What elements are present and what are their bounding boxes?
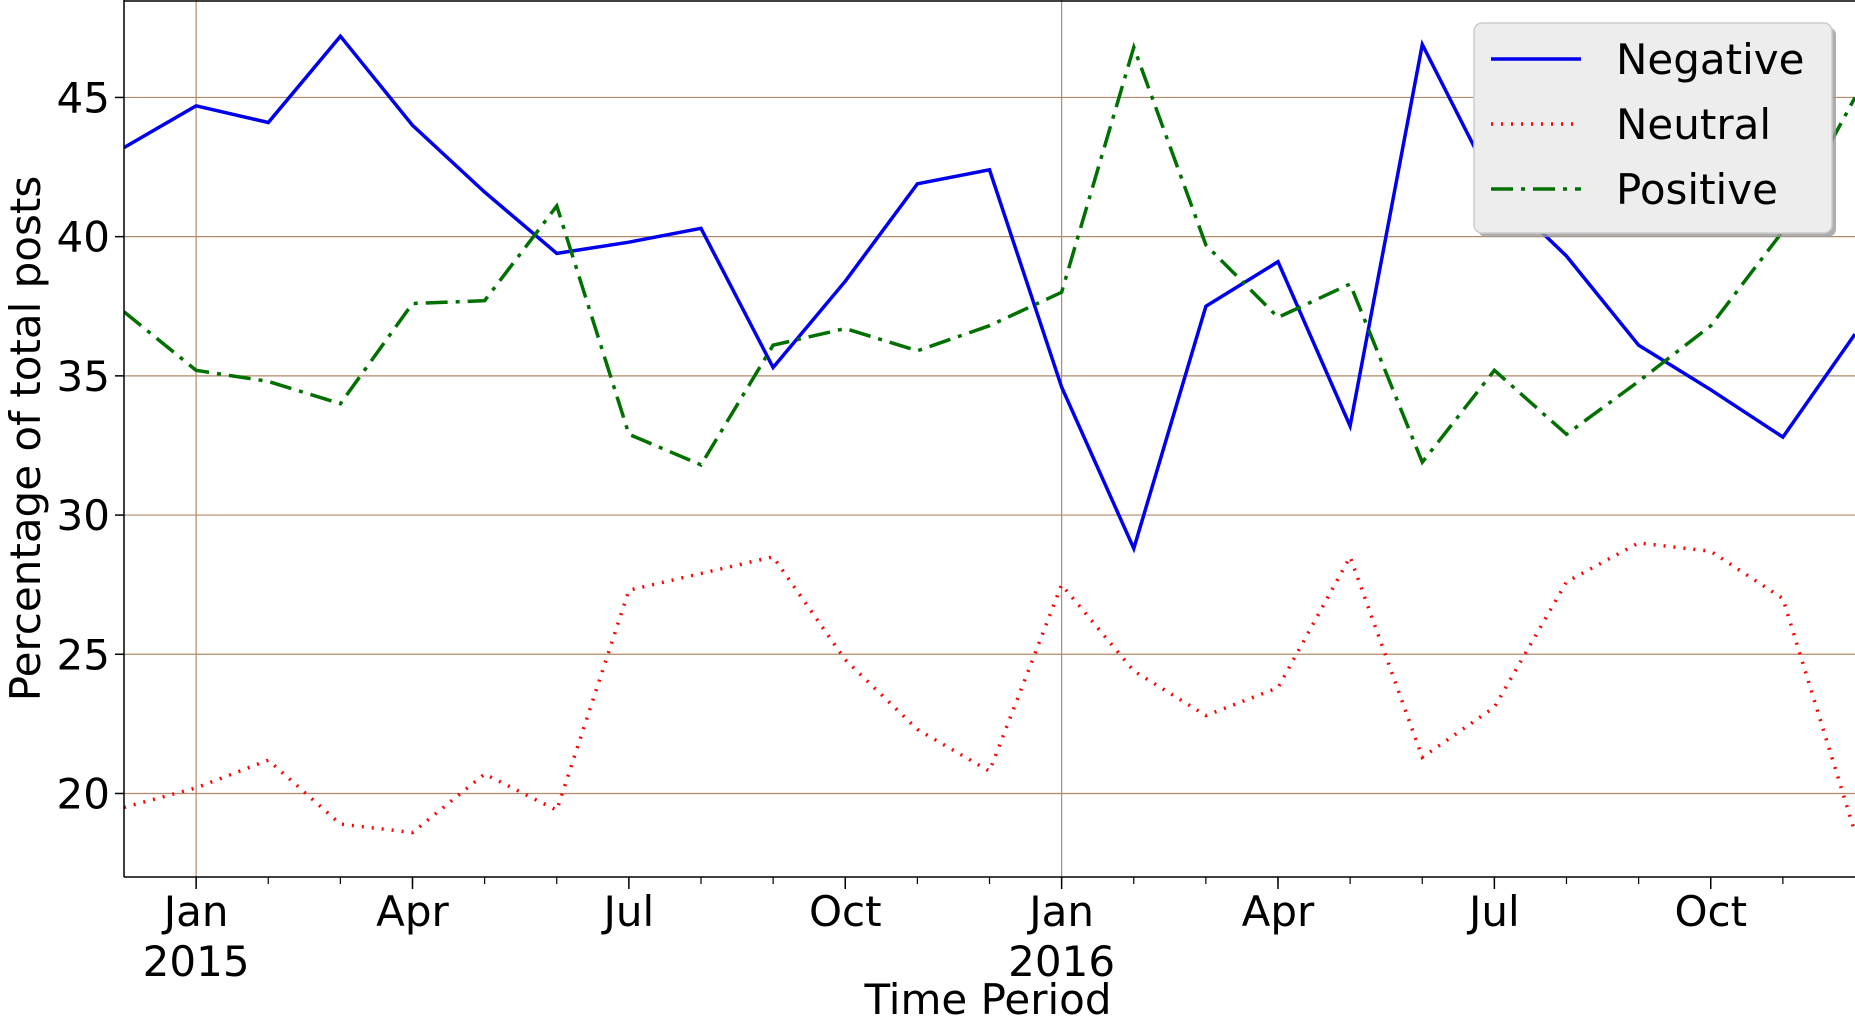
y-tick-label: 25 [57,630,110,679]
x-tick-year-label: 2015 [143,937,250,986]
grid [124,0,1855,877]
legend-label-positive: Positive [1616,165,1778,214]
x-tick-year-label: 2016 [1008,937,1115,986]
y-tick-label: 35 [57,352,110,401]
y-tick-label: 45 [57,73,110,122]
y-tick-label: 30 [57,491,110,540]
x-tick-label: Jul [601,887,655,936]
x-axis-title: Time Period [863,975,1111,1022]
x-tick-label: Apr [1242,887,1315,936]
legend-label-negative: Negative [1616,35,1805,84]
legend-box [1473,22,1833,234]
y-tick-label: 20 [57,769,110,818]
series-line-positive [124,41,1855,468]
y-tick-label: 40 [57,213,110,262]
x-tick-label: Jul [1466,887,1520,936]
legend-label-neutral: Neutral [1616,100,1771,149]
series-layer [124,33,1855,835]
x-tick-label: Jan [1026,887,1094,936]
x-tick-label: Jan [161,887,229,936]
x-tick-label: Oct [1674,887,1747,936]
series-line-neutral [124,541,1855,835]
x-tick-label: Oct [809,887,882,936]
x-tick-label: Apr [376,887,449,936]
y-axis-title: Percentage of total posts [1,176,50,701]
legend: Negative Neutral Positive [1473,22,1836,237]
series-line-negative [124,33,1855,554]
